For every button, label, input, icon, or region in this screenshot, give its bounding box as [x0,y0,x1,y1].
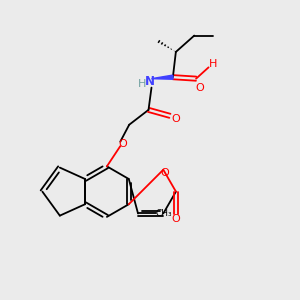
Text: O: O [160,168,169,178]
Text: O: O [172,114,180,124]
Polygon shape [152,75,173,79]
Text: O: O [172,214,180,224]
Text: O: O [195,83,204,93]
Text: H: H [209,59,217,69]
Text: O: O [119,139,128,149]
Text: N: N [145,74,155,88]
Text: CH₃: CH₃ [156,209,172,218]
Text: H: H [138,79,146,89]
